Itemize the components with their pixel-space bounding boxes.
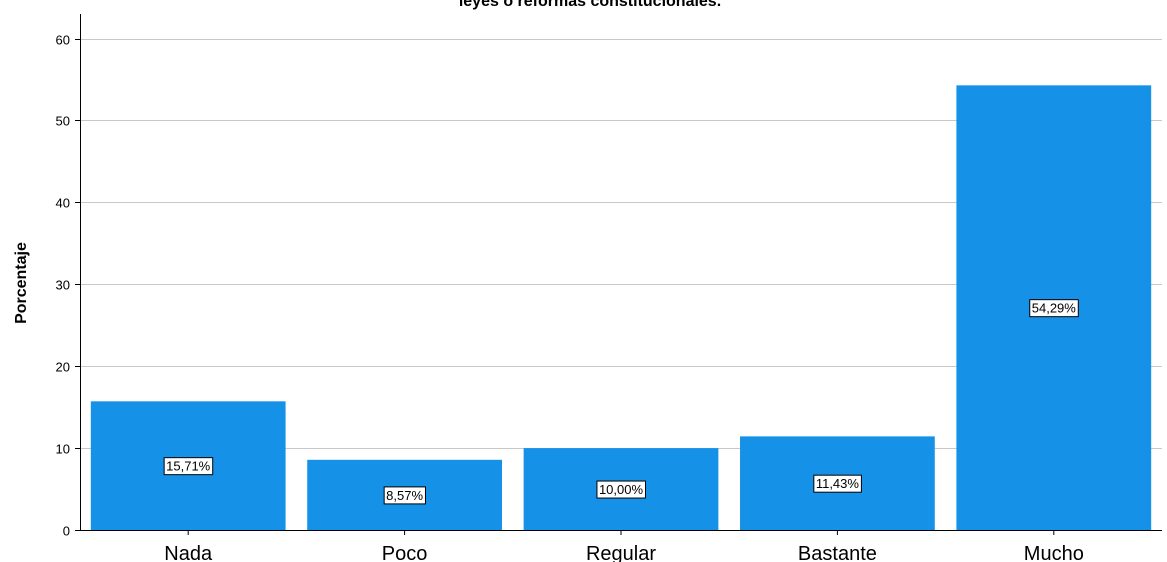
- tick-labels: 0 10 20 30 40 50 60 Nada Poco Regular Bastante Much…: [56, 33, 1084, 562]
- y-tick-label: 50: [56, 114, 70, 129]
- x-tick-label: Poco: [382, 543, 428, 562]
- data-label-text: 10,00%: [599, 482, 644, 497]
- data-label-text: 11,43%: [816, 476, 860, 491]
- data-label: 54,29%: [1029, 299, 1079, 318]
- data-label-box: [813, 474, 862, 493]
- data-label-text: 54,29%: [1032, 301, 1077, 316]
- y-tick-label: 30: [56, 278, 70, 293]
- data-labels: 15,71% 8,57% 10,00% 11,43% 54,29%: [163, 299, 1079, 505]
- x-tick-label: Nada: [164, 543, 213, 562]
- data-label: 15,71%: [163, 457, 214, 476]
- data-label-box: [383, 486, 426, 505]
- y-axis-label: Porcentaje: [13, 242, 30, 324]
- y-tick-label: 10: [56, 442, 70, 457]
- y-tick-label: 40: [56, 196, 70, 211]
- data-label: 10,00%: [596, 480, 646, 499]
- data-label-text: 8,57%: [386, 488, 423, 503]
- data-label: 8,57%: [383, 486, 426, 505]
- data-label-box: [596, 480, 646, 499]
- data-label-box: [1029, 299, 1079, 318]
- y-tick-label: 60: [56, 33, 70, 48]
- chart-title: leyes o reformas constitucionales.: [459, 0, 721, 10]
- data-label-box: [163, 457, 214, 476]
- bars: [90, 85, 1152, 530]
- x-tick-label: Regular: [586, 543, 656, 562]
- x-tick-label: Mucho: [1024, 543, 1084, 562]
- y-tick-label: 0: [63, 524, 70, 539]
- y-tick-label: 20: [56, 360, 70, 375]
- x-tick-label: Bastante: [798, 543, 877, 562]
- data-label: 11,43%: [813, 474, 862, 493]
- data-label-text: 15,71%: [166, 459, 211, 474]
